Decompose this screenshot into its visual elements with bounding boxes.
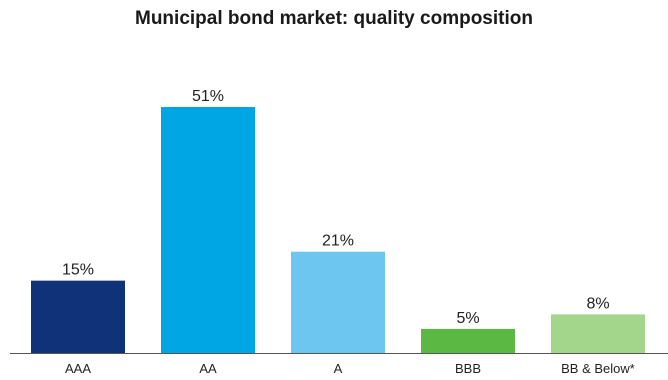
- bar-bbb: [421, 328, 515, 353]
- bar-aaa: [31, 280, 125, 353]
- category-label-aaa: AAA: [65, 361, 91, 376]
- category-label-bbb: BBB: [455, 361, 481, 376]
- value-label-bb-below: 8%: [586, 295, 609, 312]
- value-label-a: 21%: [322, 233, 354, 250]
- chart-title: Municipal bond market: quality compositi…: [135, 8, 533, 29]
- value-label-aaa: 15%: [62, 262, 94, 279]
- value-label-bbb: 5%: [456, 310, 479, 327]
- bars-group: [31, 107, 645, 353]
- category-label-bb-below: BB & Below*: [561, 361, 635, 376]
- value-label-aa: 51%: [192, 88, 224, 105]
- bar-bb-below: [551, 314, 645, 353]
- labels-group: 15% AAA 51% AA 21% A 5% BBB 8% BB & Below*: [62, 88, 635, 376]
- bar-aa: [161, 107, 255, 353]
- category-label-a: A: [334, 361, 343, 376]
- category-label-aa: AA: [199, 361, 217, 376]
- bar-a: [291, 251, 385, 353]
